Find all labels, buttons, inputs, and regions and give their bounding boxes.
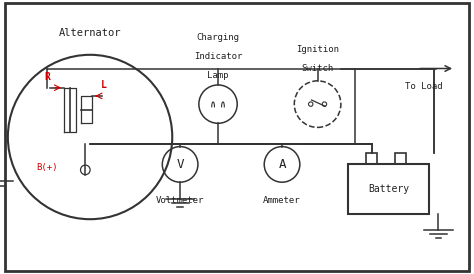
Text: V: V <box>176 158 184 171</box>
Text: Charging: Charging <box>197 33 239 42</box>
Text: Ammeter: Ammeter <box>263 196 301 205</box>
Text: A: A <box>278 158 286 171</box>
Text: Ignition: Ignition <box>296 45 339 54</box>
Bar <box>366 153 377 164</box>
Text: R: R <box>45 72 50 82</box>
Bar <box>348 164 429 214</box>
Bar <box>395 153 406 164</box>
Text: Indicator: Indicator <box>194 52 242 61</box>
Text: Battery: Battery <box>368 184 409 194</box>
Text: B(+): B(+) <box>36 163 58 172</box>
Text: Lamp: Lamp <box>207 71 229 80</box>
Text: L: L <box>101 81 107 90</box>
Text: Alternator: Alternator <box>59 28 121 38</box>
Text: Voltmeter: Voltmeter <box>156 196 204 205</box>
Text: Switch: Switch <box>301 64 334 73</box>
Text: To Load: To Load <box>405 82 443 91</box>
